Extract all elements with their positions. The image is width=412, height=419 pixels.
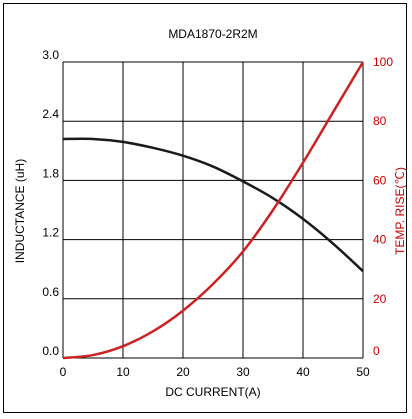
x-tick-label: 10 — [116, 365, 130, 379]
y-left-tick-label: 2.4 — [42, 107, 59, 121]
grid — [62, 61, 364, 359]
y-left-tick-label: 1.8 — [42, 166, 59, 180]
y-right-tick-label: 40 — [373, 233, 387, 247]
tick-labels: 0 10 20 30 40 50 0.0 0.6 1.2 1.8 2.4 3.0 0 20 40 60 80 10… — [42, 48, 393, 379]
x-tick-label: 40 — [296, 365, 310, 379]
x-axis-label: DC CURRENT(A) — [165, 385, 260, 399]
y-left-tick-label: 3.0 — [42, 48, 59, 62]
y-right-tick-label: 20 — [373, 292, 387, 306]
x-tick-label: 30 — [236, 365, 250, 379]
inductance-line — [62, 137, 364, 273]
chart-title: MDA1870-2R2M — [168, 27, 257, 41]
y-left-tick-label: 0.6 — [42, 285, 59, 299]
temp-rise-line — [62, 61, 365, 360]
y-right-tick-label: 100 — [373, 55, 393, 69]
y-right-tick-label: 80 — [373, 114, 387, 128]
y-right-tick-label: 0 — [373, 344, 380, 358]
y-right-tick-label: 60 — [373, 173, 387, 187]
y-left-tick-label: 1.2 — [42, 226, 59, 240]
series-lines — [62, 61, 365, 360]
x-tick-label: 0 — [60, 365, 67, 379]
x-tick-label: 20 — [176, 365, 190, 379]
x-tick-label: 50 — [356, 365, 370, 379]
y-axis-label-right: TEMP. RISE(℃) — [393, 167, 407, 255]
y-axis-label-left: INDUCTANCE (uH) — [13, 159, 27, 263]
chart-frame — [3, 3, 407, 413]
y-left-tick-label: 0.0 — [42, 344, 59, 358]
